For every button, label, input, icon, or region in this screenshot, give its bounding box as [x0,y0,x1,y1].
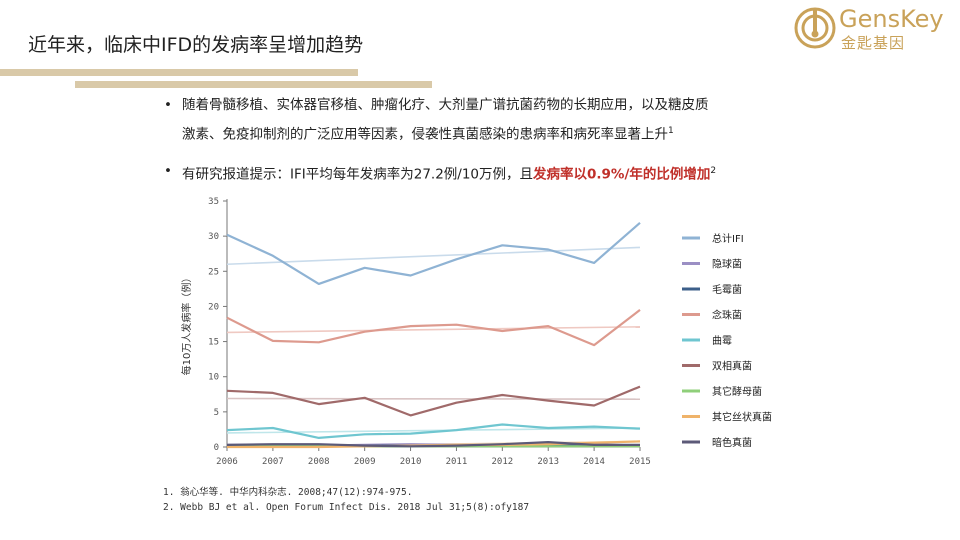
incidence-line-chart: 0 5 10 15 20 25 30 35 2006 2007 2008 2009 2010 2011 20… [180,197,772,467]
trendline [226,397,641,401]
legend-label: 曲霉 [712,335,732,347]
legend-label: 念珠菌 [712,309,742,322]
x-tick-label: 2009 [354,457,376,467]
y-tick-label: 15 [208,338,219,348]
trendline [226,246,641,266]
y-tick-label: 0 [214,443,219,453]
series-line [226,441,640,448]
logo-text-cn: 金匙基因 [841,34,906,52]
series-line [226,385,641,417]
legend-label: 双相真菌 [712,360,752,373]
trendline [226,326,641,334]
bullet-item-1: 随着骨髓移植、实体器官移植、肿瘤化疗、大剂量广谱抗菌药物的长期应用，以及糖皮质 … [160,92,860,148]
series-line [226,309,641,347]
references: 1. 翁心华等. 中华内科杂志. 2008;47(12):974-975. 2.… [163,485,529,515]
reference-2: 2. Webb BJ et al. Open Forum Infect Dis.… [163,502,530,513]
legend-label: 总计IFI [712,232,744,245]
title-underline-bar [0,69,358,76]
bullet-item-2: 有研究报道提示：IFI平均每年发病率为27.2例/10万例，且发病率以0.9%/… [160,158,860,188]
bullet-1-line-2: 激素、免疫抑制剂的广泛应用等因素，侵袭性真菌感染的患病率和病死率显著上升 [182,126,668,143]
y-tick-label: 5 [214,408,219,418]
x-tick-label: 2015 [629,457,651,467]
legend-label: 其它酵母菌 [712,385,762,398]
x-tick-label: 2012 [491,457,513,467]
bullet-list: 随着骨髓移植、实体器官移植、肿瘤化疗、大剂量广谱抗菌药物的长期应用，以及糖皮质 … [160,92,860,187]
y-axis-label: 每10万人发病率（例） [180,273,193,376]
bullet-2-text: 有研究报道提示：IFI平均每年发病率为27.2例/10万例，且 [182,166,534,182]
bullet-1-ref: 1 [668,126,674,136]
series-line [226,221,641,286]
x-tick-label: 2011 [446,457,468,467]
bullet-2-highlight: 发病率以0.9%/年的比例增加 [533,166,711,182]
y-tick-label: 35 [208,197,219,207]
legend-label: 毛霉菌 [712,284,742,296]
x-tick-label: 2006 [216,457,238,467]
y-tick-label: 10 [208,373,219,383]
y-tick-label: 30 [208,232,219,242]
slide-title: 近年来，临床中IFD的发病率呈增加趋势 [28,34,364,56]
x-tick-label: 2010 [400,457,422,467]
y-tick-label: 20 [208,302,219,312]
title-underline-bar-offset [75,81,432,88]
genskey-logo: GensKey 金匙基因 [793,4,958,54]
reference-1: 1. 翁心华等. 中华内科杂志. 2008;47(12):974-975. [163,487,413,498]
logo-icon [794,7,836,49]
series-line [226,423,641,439]
bullet-1-line-1: 随着骨髓移植、实体器官移植、肿瘤化疗、大剂量广谱抗菌药物的长期应用，以及糖皮质 [182,97,709,113]
bullet-2-ref: 2 [710,165,717,176]
legend-label: 其它丝状真菌 [712,411,772,424]
x-tick-label: 2007 [262,457,284,467]
y-tick-label: 25 [208,267,219,277]
x-tick-label: 2013 [537,457,559,467]
x-tick-label: 2014 [583,457,605,467]
x-tick-label: 2008 [308,457,330,467]
legend-label: 隐球菌 [712,258,742,271]
legend-label: 暗色真菌 [712,436,752,449]
logo-text-en: GensKey [839,5,944,33]
